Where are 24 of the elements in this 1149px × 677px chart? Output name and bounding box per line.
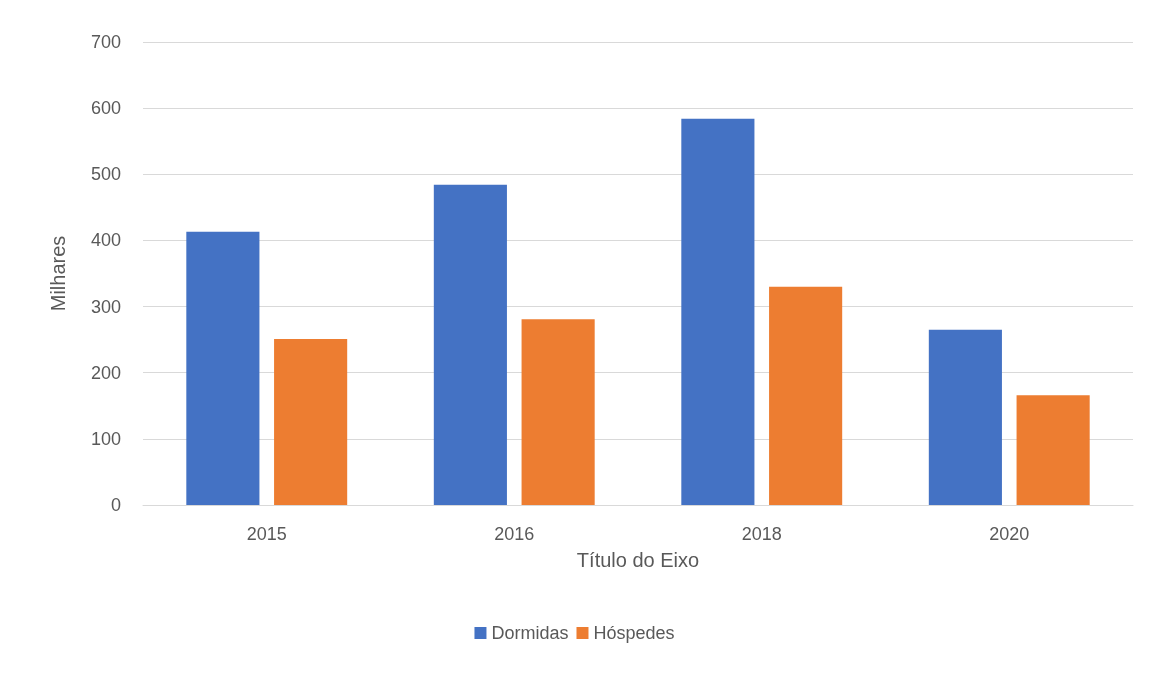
bar xyxy=(274,338,348,505)
y-axis-title: Milhares xyxy=(47,235,69,312)
y-tick-label: 700 xyxy=(90,32,121,52)
x-tick-label: 2018 xyxy=(741,524,782,544)
bar xyxy=(521,319,595,505)
bar xyxy=(681,118,755,505)
bar xyxy=(433,184,507,505)
y-tick-label: 0 xyxy=(110,495,121,515)
y-tick-label: 300 xyxy=(90,296,121,317)
bar xyxy=(928,329,1002,505)
y-tick-label: 400 xyxy=(90,230,121,251)
x-tick-label: 2015 xyxy=(246,524,287,544)
legend-label: Hóspedes xyxy=(593,623,675,643)
y-tick-label: 500 xyxy=(90,164,121,185)
x-tick-label: 2020 xyxy=(989,524,1030,544)
bar xyxy=(186,231,260,505)
y-tick-label: 100 xyxy=(90,428,121,449)
y-tick-label: 600 xyxy=(90,98,121,119)
legend-label: Dormidas xyxy=(491,623,569,643)
y-tick-label: 200 xyxy=(90,362,121,383)
bar xyxy=(1016,395,1090,505)
bar xyxy=(769,286,843,505)
x-tick-label: 2016 xyxy=(494,524,535,544)
x-axis-title: Título do Eixo xyxy=(576,549,700,571)
